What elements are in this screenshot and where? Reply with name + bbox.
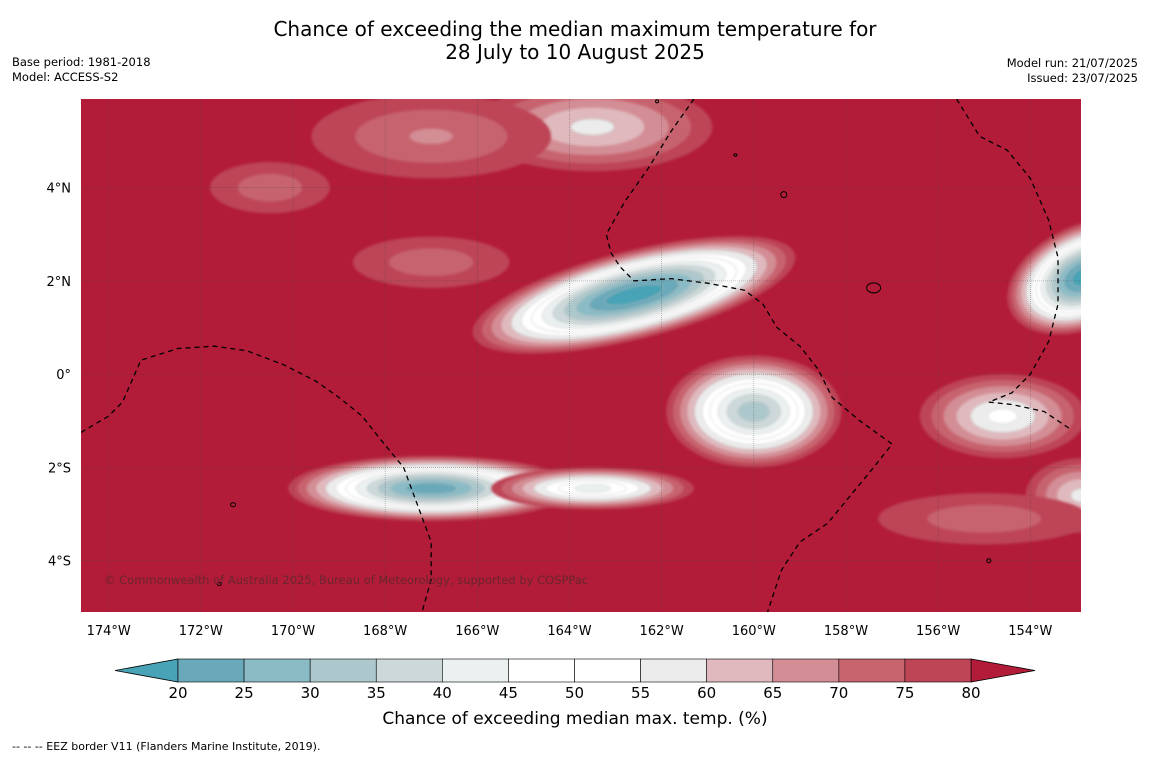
x-tick-label: 170°W (271, 624, 315, 639)
model-run-text: Model run: 21/07/2025 (1006, 56, 1138, 70)
contour-band-75 (389, 248, 474, 277)
island-outline (780, 191, 788, 199)
x-tick-label: 160°W (732, 624, 776, 639)
colorbar-tick-label: 25 (235, 684, 254, 702)
contour-band-45 (574, 484, 611, 493)
eez-border-line (956, 99, 1073, 431)
colorbar-extend-high (970, 658, 1036, 683)
anomaly-8 (311, 99, 551, 179)
base-period-text: Base period: 1981-2018 (12, 55, 151, 69)
x-tick-label: 158°W (824, 624, 868, 639)
contour-band-60 (570, 118, 615, 136)
issued-text: Issued: 23/07/2025 (1027, 71, 1138, 85)
colorbar-tick-label: 35 (367, 684, 386, 702)
contour-band-60 (1070, 488, 1081, 503)
colorbar-segment (442, 658, 509, 683)
y-tick-label: 2°N (47, 275, 72, 290)
eez-border-line (81, 345, 432, 612)
map-title: Chance of exceeding the median maximum t… (0, 18, 1150, 64)
anomaly-2 (288, 455, 575, 522)
colorbar-tick-label: 65 (763, 684, 782, 702)
colorbar-tick-label: 55 (631, 684, 650, 702)
y-tick-label: 2°S (48, 461, 71, 476)
colorbar-label: Chance of exceeding median max. temp. (%… (382, 709, 768, 729)
colorbar-tick-label: 30 (301, 684, 320, 702)
island-outline (216, 582, 222, 587)
colorbar-tick-label: 45 (499, 684, 518, 702)
colorbar-segment (574, 658, 641, 683)
x-tick-label: 156°W (916, 624, 960, 639)
graticule (81, 99, 1081, 612)
map-content: © Commonwealth of Australia 2025, Bureau… (81, 99, 1081, 612)
y-tick-label: 4°N (47, 182, 72, 197)
colorbar-tick-label: 70 (829, 684, 848, 702)
colorbar-tick-label: 80 (961, 684, 980, 702)
colorbar: 20 25 30 35 40 45 50 55 60 65 70 75 80 (114, 658, 1036, 702)
eez-border-line (605, 99, 894, 612)
colorbar-tick-label: 75 (895, 684, 914, 702)
x-tick-label: 164°W (547, 624, 591, 639)
anomaly-3 (491, 467, 694, 510)
x-tick-label: 174°W (87, 624, 131, 639)
colorbar-segment (772, 658, 840, 683)
contour-band-75 (927, 504, 1042, 533)
colorbar-segment (508, 658, 575, 683)
island-outline (230, 502, 237, 508)
y-tick-label: 0° (56, 368, 71, 383)
colorbar-tick-label: 60 (697, 684, 716, 702)
x-tick-label: 166°W (455, 624, 499, 639)
x-tick-label: 168°W (363, 624, 407, 639)
islands (216, 99, 992, 587)
island-outline (866, 282, 882, 294)
anomaly-10 (352, 236, 510, 288)
colorbar-segment (838, 658, 906, 683)
colorbar-segment (177, 658, 245, 683)
contour-band-70 (409, 128, 453, 144)
anomaly-11 (878, 493, 1081, 545)
colorbar-tick-label: 50 (565, 684, 584, 702)
copyright-text: © Commonwealth of Australia 2025, Bureau… (104, 573, 588, 587)
contour-band-20 (604, 284, 664, 306)
colorbar-segment (309, 658, 377, 683)
colorbar-segment (243, 658, 311, 683)
map-plot-area: © Commonwealth of Australia 2025, Bureau… (47, 99, 1081, 639)
map-title-line2: 28 July to 10 August 2025 (445, 40, 705, 64)
x-tick-label: 154°W (1008, 624, 1052, 639)
colorbar-extend-low (114, 658, 179, 683)
x-tick-label: 162°W (640, 624, 684, 639)
island-outline (733, 153, 738, 157)
eez-footnote: -- -- -- EEZ border V11 (Flanders Marine… (12, 740, 321, 753)
colorbar-segment (904, 658, 972, 683)
contour-band-55 (987, 408, 1018, 424)
colorbar-tick-label: 40 (433, 684, 452, 702)
island-outline (655, 99, 660, 104)
model-text: Model: ACCESS-S2 (12, 70, 119, 84)
metadata-right: Model run: 21/07/2025 Issued: 23/07/2025 (1007, 56, 1138, 86)
map-title-line1: Chance of exceeding the median maximum t… (273, 17, 877, 41)
contour-band-20 (1071, 265, 1081, 287)
colorbar-segment (375, 658, 443, 683)
colorbar-segment (706, 658, 774, 683)
anomaly-0 (472, 236, 796, 354)
contour-band-25 (405, 482, 458, 495)
colorbar-tick-label: 20 (168, 684, 187, 702)
y-tick-label: 4°S (48, 555, 71, 570)
anomaly-5 (919, 374, 1081, 459)
axis-labels: 174°W 172°W 170°W 168°W 166°W 164°W 162°W 160°W… (47, 182, 1053, 639)
colorbar-segment (640, 658, 707, 683)
eez-borders (81, 99, 1073, 612)
x-tick-label: 172°W (179, 624, 223, 639)
metadata-left: Base period: 1981-2018 Model: ACCESS-S2 (12, 55, 151, 85)
island-outline (986, 558, 992, 564)
